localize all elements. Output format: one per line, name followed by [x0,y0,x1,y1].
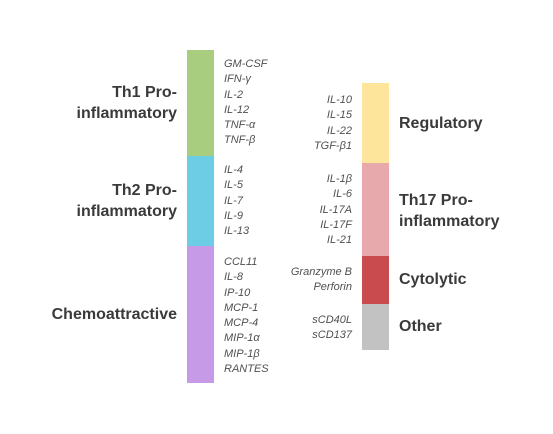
cytokine-item: TNF-β [224,134,256,147]
cytokine-item: MIP-1β [224,347,260,360]
cytokine-item: MCP-4 [224,317,259,330]
regulatory-label: Regulatory [399,115,483,132]
other-label: Other [399,318,442,335]
cytokine-item: IP-10 [224,286,251,299]
cytokine-item: sCD40L [312,314,352,326]
cytokine-item: RANTES [224,363,269,376]
cytokine-item: IL-1β [326,173,352,185]
th2-label-line: inflammatory [76,203,177,220]
other-items: sCD40L sCD137 [312,313,352,344]
cytokine-item: IL-17F [320,218,352,231]
cytokine-item: IL-4 [224,164,243,176]
cytokine-item: TGF-β1 [313,139,352,152]
cytokine-item: IL-2 [224,88,243,101]
th1-bar [187,50,214,156]
th2-label: Th2 Pro- inflammatory [77,180,177,222]
th2-label-line: Th2 Pro- [112,182,177,199]
cytolytic-bar [362,256,389,304]
cytokine-item: IL-12 [224,103,250,116]
other-bar [362,304,389,350]
th1-label: Th1 Pro- inflammatory [77,82,177,124]
cytolytic-items: Granzyme B Perforin [291,265,352,296]
cytokine-item: CCL11 [224,256,258,268]
th17-label-line: inflammatory [399,213,500,230]
th2-items: IL-4 IL-5 IL-7 IL-9 IL-13 [224,163,249,239]
th1-items: GM-CSF IFN-γ IL-2 IL-12 TNF-α TNF-β [224,57,267,149]
th1-label-line: inflammatory [76,105,177,122]
cytokine-item: GM-CSF [224,58,268,70]
cytokine-item: IL-10 [326,94,352,106]
cytokine-item: IL-8 [224,271,243,284]
chemo-items: CCL11 IL-8 IP-10 MCP-1 MCP-4 MIP-1α MIP-1β RANT… [224,255,269,377]
cytokine-item: IL-13 [224,225,250,238]
th17-bar [362,163,389,256]
cytokine-item: IL-9 [224,209,243,222]
cytokine-item: sCD137 [312,329,352,342]
cytokine-item: IL-7 [224,194,243,207]
cytokine-item: IL-22 [326,124,352,137]
chemo-bar [187,246,214,383]
cytokine-item: Perforin [313,281,352,294]
th1-label-line: Th1 Pro- [112,84,177,101]
regulatory-bar [362,83,389,163]
cytokine-item: IL-17A [319,203,352,216]
cytokine-item: MCP-1 [224,301,259,314]
cytokine-item: MIP-1α [224,332,260,345]
cytokine-item: IL-6 [333,188,352,201]
cytokine-item: TNF-α [224,119,256,132]
chemo-label: Chemoattractive [51,306,177,323]
cytokine-item: IL-15 [326,109,352,122]
th17-label-line: Th17 Pro- [399,192,473,209]
th17-items: IL-1β IL-6 IL-17A IL-17F IL-21 [320,172,352,248]
cytokine-item: Granzyme B [290,266,352,278]
th2-bar [187,156,214,246]
th17-label: Th17 Pro- inflammatory [399,190,499,232]
cytolytic-label: Cytolytic [399,271,467,288]
regulatory-items: IL-10 IL-15 IL-22 TGF-β1 [314,93,352,154]
cytokine-item: IL-5 [224,179,243,192]
cytokine-item: IFN-γ [224,73,251,86]
cytokine-item: IL-21 [326,234,352,247]
